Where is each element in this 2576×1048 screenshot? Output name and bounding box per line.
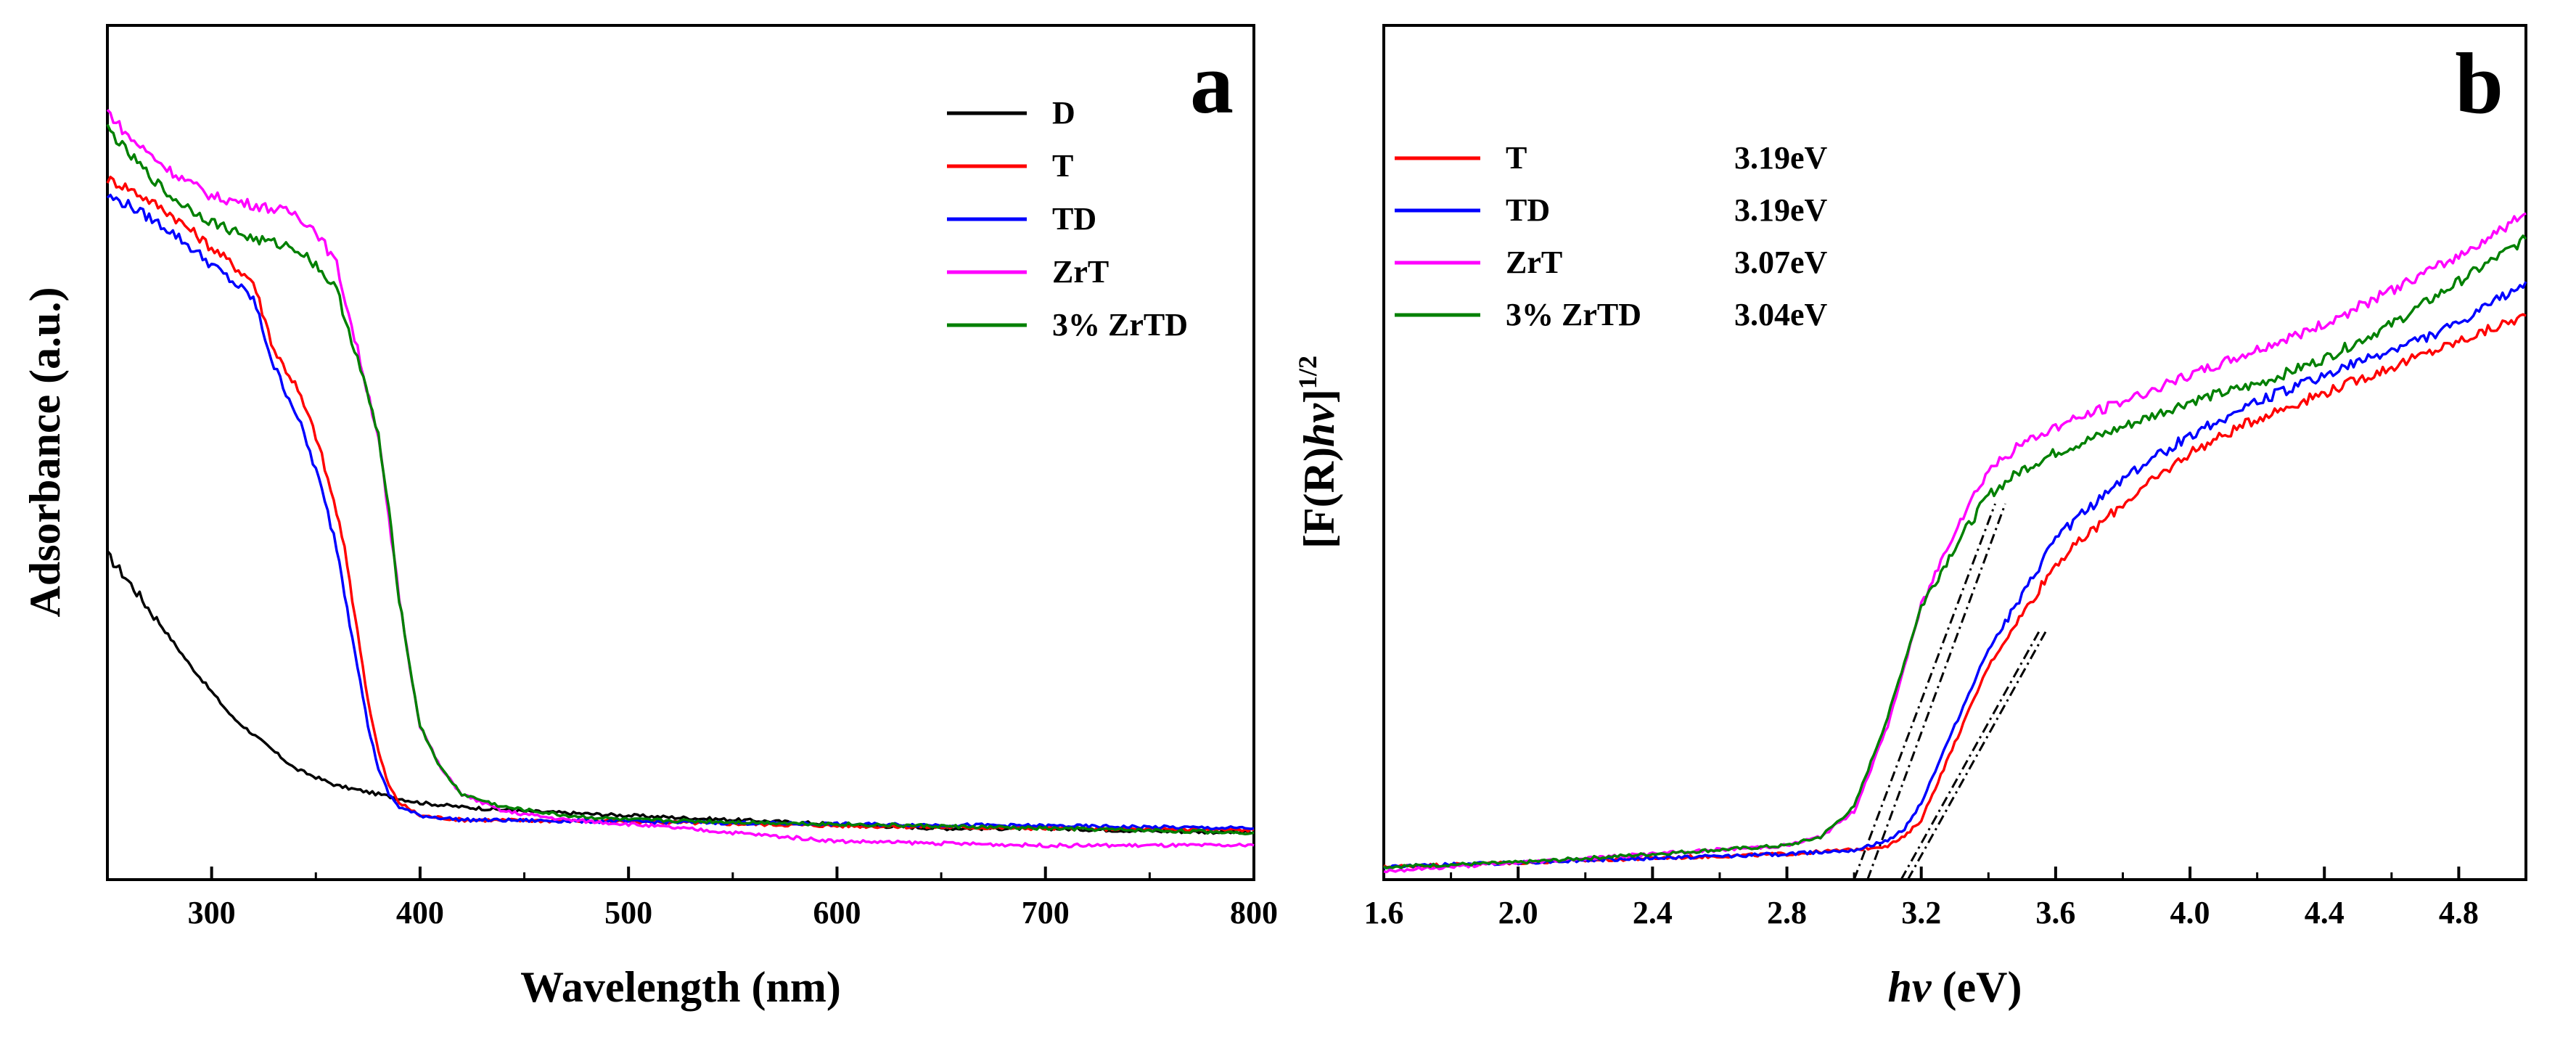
- panel-a-legend-label: ZrT: [1052, 254, 1109, 290]
- panel-b-legend-label: TD: [1506, 192, 1550, 228]
- panel-b-x-tick-label: 4.8: [2439, 895, 2479, 930]
- panel-b-frame: [1382, 24, 2527, 881]
- panel-b-tangent-line: [1866, 503, 2006, 880]
- panel-b-legend-label: 3% ZrTD: [1506, 297, 1641, 332]
- panel-b-y-axis-title-main: [F(R): [1295, 447, 1343, 549]
- panel-b-tangent-line: [1906, 631, 2047, 880]
- panel-b-tangent-line: [1853, 503, 1996, 880]
- panel-b-x-tick-label: 3.6: [2035, 895, 2075, 930]
- panel-b-y-axis-title-italic: hv: [1295, 403, 1343, 447]
- panel-b-series-line: [1383, 234, 2527, 869]
- panel-a-x-tick-label: 600: [813, 895, 861, 930]
- panel-b-x-tick-label: 2.8: [1767, 895, 1807, 930]
- panel-a-y-axis-title: Adsorbance (a.u.): [21, 287, 69, 617]
- panel-a-x-tick-label: 400: [396, 895, 444, 930]
- panel-a-x-axis-title: Wavelength (nm): [520, 963, 841, 1011]
- panel-b-x-tick-label: 1.6: [1364, 895, 1404, 930]
- panel-b-x-tick-label: 2.0: [1498, 895, 1538, 930]
- panel-b-legend: T 3.19eV TD 3.19eV ZrT 3.07eV 3% ZrTD 3.04eV: [1395, 140, 1828, 332]
- panel-b-legend-band-gap: 3.07eV: [1734, 245, 1828, 280]
- panel-b-x-tick-label: 4.0: [2170, 895, 2210, 930]
- panel-b-y-axis-title-close: ]: [1295, 389, 1343, 404]
- panel-b-x-tick-label: 4.4: [2305, 895, 2345, 930]
- panel-a-x-tick-label: 300: [188, 895, 236, 930]
- panel-a: 300 400 500 600 700 800 a DT TD ZrT 3% ZrTD Wave…: [21, 24, 1278, 1011]
- panel-a-legend-label: D: [1052, 95, 1075, 131]
- panel-b-x-axis-title: hv (eV): [1888, 963, 2022, 1011]
- panel-a-legend: DT TD ZrT 3% ZrTD: [947, 95, 1188, 343]
- panel-b-series: [1383, 212, 2527, 874]
- panel-a-legend-label: T: [1052, 148, 1073, 184]
- panel-b-x-tick-label: 3.2: [1901, 895, 1941, 930]
- panel-a-x-ticks: 300 400 500 600 700 800: [188, 867, 1278, 930]
- panel-b-letter: b: [2455, 35, 2503, 131]
- panel-a-frame: [106, 24, 1255, 881]
- panel-b-legend-label: ZrT: [1506, 245, 1562, 280]
- panel-a-legend-label: TD: [1052, 201, 1096, 237]
- panel-b-legend-band-gap: 3.04eV: [1734, 297, 1828, 332]
- panel-b-tangent-lines: [1853, 503, 2047, 880]
- panel-a-letter: a: [1190, 35, 1234, 131]
- panel-b-y-axis-title-sup: 1/2: [1293, 356, 1322, 389]
- panel-b-x-axis-title-unit: (eV): [1932, 963, 2022, 1011]
- panel-b-series-line: [1383, 281, 2527, 869]
- panel-b-legend-band-gap: 3.19eV: [1734, 192, 1828, 228]
- panel-b-tangent-line: [1900, 631, 2040, 880]
- panel-b-legend-band-gap: 3.19eV: [1734, 140, 1828, 176]
- panel-b-legend-label: T: [1506, 140, 1527, 176]
- panel-a-x-tick-label: 800: [1230, 895, 1278, 930]
- panel-a-series-line: [106, 193, 1255, 831]
- panel-b-x-axis-title-italic: hv: [1888, 963, 1932, 1011]
- panel-a-series: [106, 109, 1255, 848]
- panel-a-x-tick-label: 700: [1022, 895, 1070, 930]
- panel-b-x-ticks: 1.6 2.0 2.4 2.8 3.2 3.6 4.0 4.4 4.8: [1364, 867, 2479, 930]
- panel-a-series-line: [106, 550, 1255, 835]
- panel-b-x-tick-label: 2.4: [1633, 895, 1673, 930]
- panel-a-series-line: [106, 109, 1255, 848]
- panel-a-series-line: [106, 123, 1255, 836]
- panel-b-y-axis-title: [F(R)hv]1/2: [1293, 356, 1343, 549]
- panel-a-legend-label: 3% ZrTD: [1052, 307, 1188, 343]
- panel-b: 1.6 2.0 2.4 2.8 3.2 3.6 4.0 4.4 4.8 b T 3.19eV TD 3…: [1293, 24, 2527, 1011]
- panel-a-x-tick-label: 500: [604, 895, 652, 930]
